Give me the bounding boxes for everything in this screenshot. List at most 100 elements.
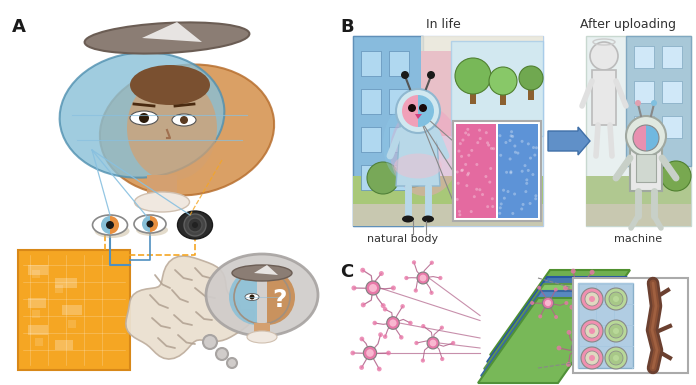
Circle shape xyxy=(369,284,377,292)
Bar xyxy=(470,92,476,104)
Circle shape xyxy=(457,150,461,152)
Bar xyxy=(630,146,662,191)
Circle shape xyxy=(586,363,591,368)
Ellipse shape xyxy=(93,215,127,235)
Circle shape xyxy=(459,142,462,145)
Circle shape xyxy=(554,288,557,291)
Circle shape xyxy=(139,113,149,123)
Circle shape xyxy=(386,351,391,355)
Circle shape xyxy=(475,188,478,191)
Circle shape xyxy=(592,317,604,329)
Circle shape xyxy=(509,157,512,161)
Circle shape xyxy=(514,151,517,154)
Circle shape xyxy=(571,269,576,274)
Circle shape xyxy=(527,142,530,146)
Text: B: B xyxy=(340,18,354,36)
Wedge shape xyxy=(142,216,150,232)
Circle shape xyxy=(486,141,489,144)
Circle shape xyxy=(528,202,532,205)
Polygon shape xyxy=(396,126,440,186)
Bar xyxy=(28,265,48,275)
Circle shape xyxy=(532,146,535,149)
Circle shape xyxy=(401,71,409,79)
Circle shape xyxy=(511,135,514,138)
Circle shape xyxy=(605,320,627,342)
Circle shape xyxy=(626,116,666,156)
Bar xyxy=(592,70,616,125)
Circle shape xyxy=(592,306,597,311)
Wedge shape xyxy=(418,95,434,127)
Circle shape xyxy=(188,218,202,232)
Circle shape xyxy=(429,340,436,346)
Bar xyxy=(421,51,451,136)
Bar xyxy=(68,320,76,328)
Bar xyxy=(32,310,40,318)
Circle shape xyxy=(459,213,461,216)
Circle shape xyxy=(470,210,473,213)
Circle shape xyxy=(481,193,484,196)
Circle shape xyxy=(421,324,425,328)
Bar xyxy=(353,36,543,226)
Circle shape xyxy=(440,357,444,361)
Ellipse shape xyxy=(390,106,460,196)
Bar xyxy=(254,323,270,333)
Circle shape xyxy=(460,155,463,158)
Bar xyxy=(634,46,654,68)
Circle shape xyxy=(487,205,489,208)
Circle shape xyxy=(399,335,404,340)
Circle shape xyxy=(404,276,409,280)
Circle shape xyxy=(464,163,467,166)
Ellipse shape xyxy=(134,215,166,233)
Circle shape xyxy=(417,272,429,284)
Circle shape xyxy=(509,171,512,174)
Circle shape xyxy=(613,328,619,334)
Bar xyxy=(636,154,656,182)
Bar xyxy=(586,36,691,226)
Circle shape xyxy=(387,317,400,329)
Circle shape xyxy=(456,198,459,201)
Text: After uploading: After uploading xyxy=(580,18,676,31)
Circle shape xyxy=(525,178,528,181)
Circle shape xyxy=(366,349,374,357)
Circle shape xyxy=(516,152,519,155)
Circle shape xyxy=(571,341,585,355)
Circle shape xyxy=(408,104,416,112)
Circle shape xyxy=(564,301,569,305)
Circle shape xyxy=(609,324,623,338)
Circle shape xyxy=(542,297,553,309)
Circle shape xyxy=(590,42,618,70)
Circle shape xyxy=(554,315,558,319)
Bar xyxy=(389,127,409,152)
Circle shape xyxy=(429,291,434,295)
Circle shape xyxy=(509,139,512,142)
Circle shape xyxy=(535,146,538,149)
Polygon shape xyxy=(254,265,278,275)
Bar xyxy=(662,46,682,68)
Circle shape xyxy=(379,271,384,276)
Circle shape xyxy=(532,173,535,176)
Circle shape xyxy=(412,260,416,264)
Bar xyxy=(361,127,381,152)
Circle shape xyxy=(527,169,530,172)
Circle shape xyxy=(203,335,217,349)
Ellipse shape xyxy=(247,331,277,343)
Circle shape xyxy=(461,139,464,142)
Text: machine: machine xyxy=(614,234,662,244)
Circle shape xyxy=(489,167,492,170)
Circle shape xyxy=(466,184,468,187)
Circle shape xyxy=(613,296,619,302)
Circle shape xyxy=(372,321,377,325)
Circle shape xyxy=(440,326,444,330)
Ellipse shape xyxy=(85,22,249,54)
Polygon shape xyxy=(415,114,422,119)
Bar xyxy=(353,204,543,226)
Circle shape xyxy=(605,288,627,310)
Circle shape xyxy=(458,210,461,213)
Circle shape xyxy=(451,341,455,345)
Circle shape xyxy=(146,221,154,228)
Bar xyxy=(28,298,46,308)
Polygon shape xyxy=(484,284,624,369)
Circle shape xyxy=(599,286,603,291)
Circle shape xyxy=(249,295,255,300)
Bar xyxy=(338,258,693,380)
